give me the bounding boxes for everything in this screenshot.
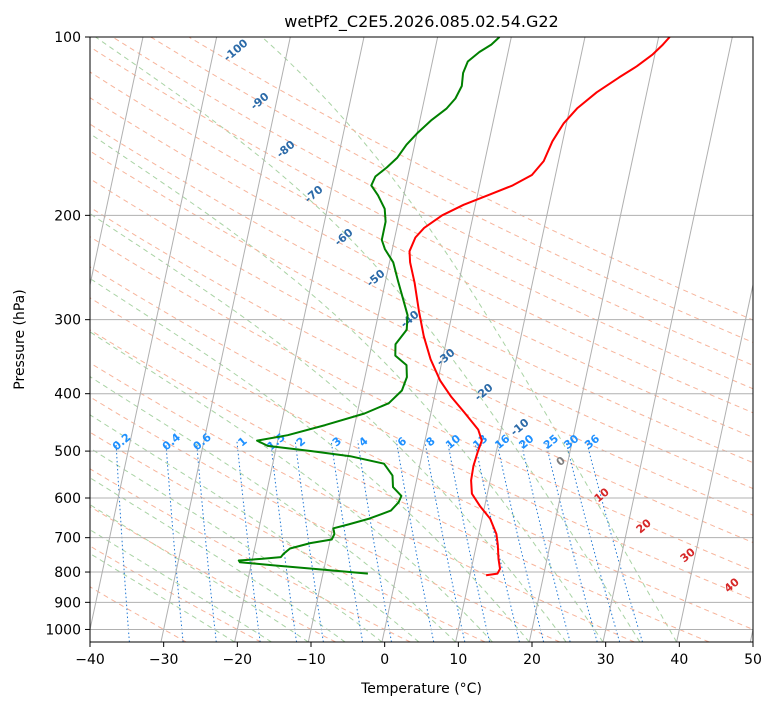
x-tick-label: −10 [296,652,326,668]
mixing-ratio-line [115,440,130,642]
dry-adiabat-line [90,396,560,642]
mixing-ratio-line [236,440,261,642]
moist-adiabat-line [90,213,567,642]
chart-title: wetPf2_C2E5.2026.085.02.54.G22 [284,12,558,32]
profile-lines [237,37,671,577]
isotherm-line [381,37,512,642]
moist-adiabat-line [90,477,346,642]
dry-adiabat-line [90,46,753,390]
y-axis: 100 200 300 400 500 600 700 800 900 1000 [45,30,90,638]
isotherm-line [90,37,218,632]
mixing-ratio-line [496,440,545,642]
y-tick-label: 500 [54,444,81,460]
y-tick-label: 200 [54,208,81,224]
dry-adiabat-line [90,506,336,642]
x-tick-label: 30 [597,652,615,668]
x-tick-label: −40 [75,652,105,668]
isotherm-line [307,37,439,642]
dewpoint-profile-line [237,37,501,575]
plot-frame [89,36,754,643]
dry-adiabat-line [90,178,753,516]
mixing-ratio-line [395,440,435,642]
mixing-ratio-line [565,440,621,642]
x-tick-label: 0 [380,652,389,668]
x-tick-label: 10 [449,652,467,668]
mixing-ratio-lines [115,440,643,642]
temperature-profile-line [408,37,671,577]
y-tick-label: 600 [54,491,81,507]
mixing-ratio-line [270,440,298,642]
y-tick-label: 800 [54,565,81,581]
mixing-ratio-line [544,440,598,642]
y-tick-label: 1000 [45,622,81,638]
dry-adiabat-line [90,266,753,601]
moist-adiabat-line [261,37,678,642]
y-tick-label: 300 [54,313,81,329]
isotherm-line [234,37,365,642]
x-tick-label: −30 [149,652,179,668]
mixing-ratio-line [585,440,643,642]
moist-adiabat-line [90,414,420,642]
mixing-ratio-line [446,440,491,642]
isotherm-line [602,37,733,642]
y-axis-title: Pressure (hPa) [12,289,28,389]
moist-adiabats [90,37,678,642]
y-tick-label: 700 [54,531,81,547]
mixing-ratio-line [165,440,184,642]
dry-adiabat-line [90,329,710,642]
isotherm-line [160,37,291,642]
dry-adiabat-line [150,37,753,343]
isotherm-line [528,37,660,642]
x-tick-label: −20 [223,652,253,668]
y-tick-label: 900 [54,595,81,611]
x-tick-label: 20 [523,652,541,668]
skewed-isotherms [90,37,753,642]
dry-adiabat-line [90,362,635,642]
isotherm-line [455,37,586,642]
moist-adiabat-line [95,37,641,642]
dry-adiabat-line [90,297,753,630]
moist-adiabat-line [90,277,530,642]
y-tick-label: 400 [54,387,81,403]
mixing-ratio-line [474,440,520,642]
plot-area: -100-90-80-70-60-50-40-30-20-10010203040… [90,37,753,642]
mixing-ratio-line [424,440,466,642]
mixing-ratio-line [195,440,217,642]
dry-adiabat-line [90,586,187,642]
moist-adiabat-line [90,331,493,642]
y-tick-label: 100 [54,30,81,46]
isotherm-line [676,282,753,642]
x-tick-label: 40 [670,652,688,668]
x-axis: −40 −30 −20 −10 0 10 20 30 40 50 [75,642,762,668]
mixing-ratio-line [330,440,364,642]
moist-adiabat-line [90,133,604,642]
isotherm-line [90,37,144,288]
dry-adiabat-line [90,206,753,544]
x-tick-label: 50 [744,652,762,668]
mixing-ratio-line [294,440,324,642]
mixing-ratio-line [520,440,571,642]
dry-adiabat-line [90,150,753,490]
x-axis-title: Temperature (°C) [360,681,482,697]
